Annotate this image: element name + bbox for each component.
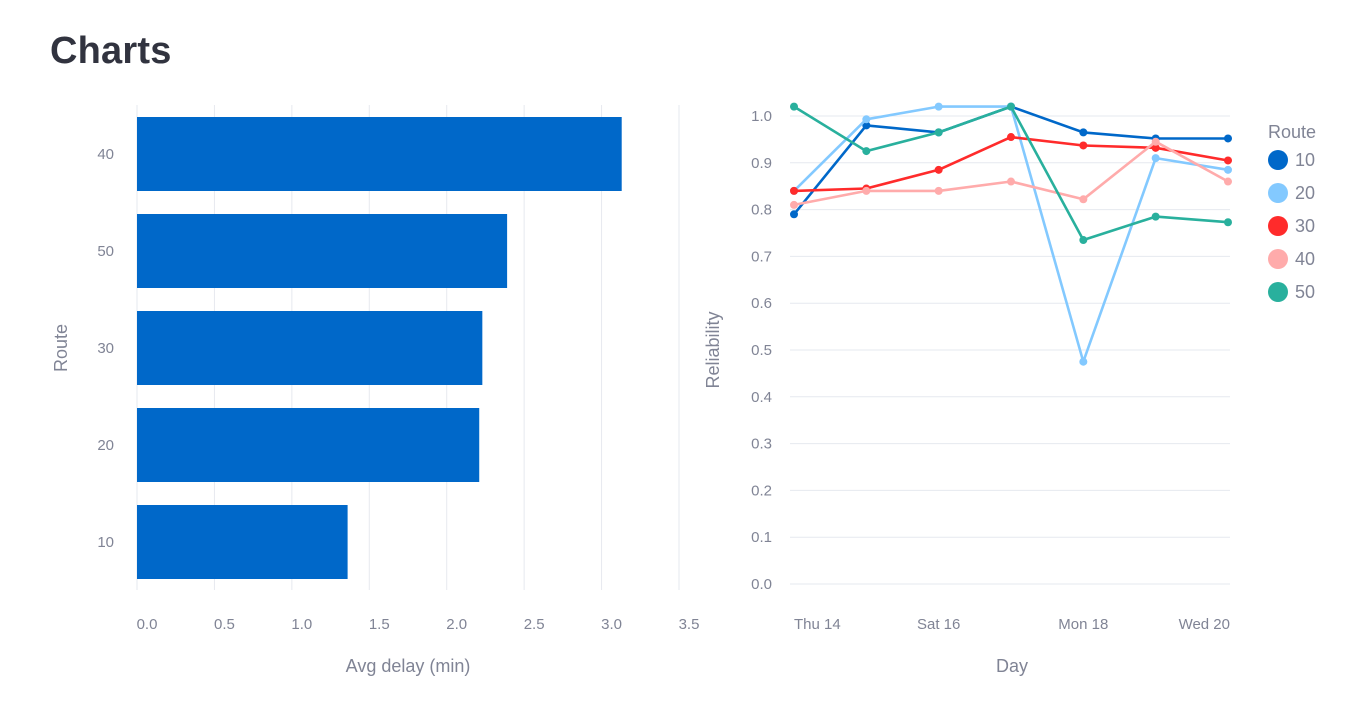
legend-item-route-50[interactable]: 50 <box>1268 282 1315 302</box>
bar-chart-bars <box>137 117 622 579</box>
legend-swatch <box>1268 183 1288 203</box>
bar-chart-y-tick-labels: 40 50 30 20 10 <box>97 146 114 551</box>
data-point-route-50[interactable] <box>790 102 798 111</box>
legend-item-route-40[interactable]: 40 <box>1268 249 1315 269</box>
series-route-10 <box>790 102 1232 219</box>
series-route-40 <box>790 137 1232 209</box>
data-point-route-40[interactable] <box>1224 177 1232 186</box>
line-chart-gridlines <box>790 115 1230 585</box>
line-chart-y-tick-label: 0.6 <box>751 295 772 312</box>
data-point-route-20[interactable] <box>934 102 943 111</box>
bar-chart-x-tick-label: 2.5 <box>524 616 545 633</box>
data-point-route-50[interactable] <box>934 128 943 137</box>
bar-chart-y-tick-label: 30 <box>97 340 114 357</box>
line-chart-y-tick-label: 0.5 <box>751 342 772 359</box>
legend-label: 10 <box>1295 150 1315 170</box>
data-point-route-30[interactable] <box>1007 133 1015 142</box>
series-line-route-50 <box>793 105 1229 242</box>
bar-chart-y-tick-label: 40 <box>97 146 114 163</box>
line-chart-y-tick-label: 1.0 <box>751 108 772 125</box>
line-chart-x-tick-labels: Thu 14 Sat 16 Mon 18 Wed 20 <box>794 616 1230 633</box>
line-chart-legend[interactable]: Route 10 20 30 40 50 <box>1268 122 1316 302</box>
legend-item-route-30[interactable]: 30 <box>1268 216 1315 236</box>
data-point-route-50[interactable] <box>1079 236 1088 245</box>
line-chart-series <box>790 102 1232 366</box>
series-route-50 <box>790 102 1232 245</box>
data-point-route-20[interactable] <box>1224 165 1232 174</box>
legend-swatch <box>1268 249 1288 269</box>
bar-chart-x-axis-title: Avg delay (min) <box>346 656 471 676</box>
data-point-route-10[interactable] <box>1224 134 1232 143</box>
line-chart-y-tick-label: 0.2 <box>751 482 772 499</box>
data-point-route-40[interactable] <box>1151 137 1160 146</box>
data-point-route-30[interactable] <box>934 165 943 174</box>
line-chart-y-tick-label: 0.8 <box>751 202 772 219</box>
legend-item-route-20[interactable]: 20 <box>1268 183 1315 203</box>
data-point-route-20[interactable] <box>862 115 871 124</box>
legend-label: 40 <box>1295 249 1315 269</box>
legend-swatch <box>1268 216 1288 236</box>
line-chart-y-tick-label: 0.9 <box>751 155 772 172</box>
bar-chart-x-tick-label: 3.5 <box>679 616 700 633</box>
series-line-route-20 <box>793 105 1229 364</box>
bar-route-50[interactable] <box>137 214 508 288</box>
bar-chart-y-tick-label: 20 <box>97 437 114 454</box>
bar-chart-y-tick-label: 10 <box>97 534 114 551</box>
data-point-route-30[interactable] <box>1079 141 1088 150</box>
line-chart-y-axis-title: Reliability <box>703 311 723 388</box>
line-chart-x-tick-label: Mon 18 <box>1058 616 1108 633</box>
line-chart-x-tick-label: Sat 16 <box>917 616 960 633</box>
bar-chart-x-tick-label: 2.0 <box>446 616 467 633</box>
series-route-30 <box>790 133 1232 195</box>
bar-chart-x-tick-label: 1.0 <box>291 616 312 633</box>
data-point-route-10[interactable] <box>790 210 798 219</box>
bar-chart-y-axis-title: Route <box>51 324 71 372</box>
data-point-route-40[interactable] <box>1007 177 1015 186</box>
bar-chart-x-tick-label: 0.5 <box>214 616 235 633</box>
page-title: Charts <box>50 30 172 72</box>
bar-chart-x-tick-label: 3.0 <box>601 616 622 633</box>
series-line-route-10 <box>792 105 1228 216</box>
legend-item-route-10[interactable]: 10 <box>1268 150 1315 170</box>
bar-chart-x-tick-label: 1.5 <box>369 616 390 633</box>
data-point-route-30[interactable] <box>790 186 798 195</box>
data-point-route-50[interactable] <box>1224 218 1232 227</box>
legend-swatch <box>1268 150 1288 170</box>
legend-swatch <box>1268 282 1288 302</box>
bar-chart-x-tick-labels: 0.0 0.5 1.0 1.5 2.0 2.5 3.0 3.5 <box>137 616 700 633</box>
data-point-route-40[interactable] <box>790 200 798 209</box>
line-chart-y-tick-label: 0.4 <box>751 389 772 406</box>
data-point-route-40[interactable] <box>934 186 943 195</box>
data-point-route-30[interactable] <box>1224 156 1232 165</box>
line-chart-y-tick-label: 0.0 <box>751 576 772 593</box>
line-chart-y-tick-label: 0.1 <box>751 529 772 546</box>
data-point-route-50[interactable] <box>862 147 871 156</box>
line-chart-y-tick-labels: 0.0 0.1 0.2 0.3 0.4 0.5 0.6 0.7 0.8 0.9 1.0 <box>751 108 772 593</box>
bar-route-30[interactable] <box>137 311 483 385</box>
bar-route-20[interactable] <box>137 408 480 482</box>
line-chart-x-tick-label: Thu 14 <box>794 616 841 633</box>
line-chart-y-tick-label: 0.3 <box>751 436 772 453</box>
legend-title: Route <box>1268 122 1316 142</box>
series-route-20 <box>790 102 1232 366</box>
data-point-route-20[interactable] <box>1079 357 1088 366</box>
data-point-route-10[interactable] <box>1079 128 1088 137</box>
bar-chart: 40 50 30 20 10 0.0 0.5 1.0 1.5 2.0 2.5 3.0 3.5 Avg … <box>51 105 700 676</box>
bar-route-40[interactable] <box>137 117 622 191</box>
data-point-route-50[interactable] <box>1151 212 1160 221</box>
line-chart-x-tick-label: Wed 20 <box>1179 616 1230 633</box>
line-chart-x-axis-title: Day <box>996 656 1028 676</box>
bar-chart-y-tick-label: 50 <box>97 243 114 260</box>
bar-chart-x-tick-label: 0.0 <box>137 616 158 633</box>
legend-label: 20 <box>1295 183 1315 203</box>
data-point-route-40[interactable] <box>1079 195 1088 204</box>
data-point-route-20[interactable] <box>1151 154 1160 163</box>
data-point-route-50[interactable] <box>1007 102 1015 111</box>
legend-label: 30 <box>1295 216 1315 236</box>
series-line-route-40 <box>793 140 1229 207</box>
legend-label: 50 <box>1295 282 1315 302</box>
line-chart-y-tick-label: 0.7 <box>751 248 772 265</box>
data-point-route-40[interactable] <box>862 186 871 195</box>
bar-route-10[interactable] <box>137 505 348 579</box>
